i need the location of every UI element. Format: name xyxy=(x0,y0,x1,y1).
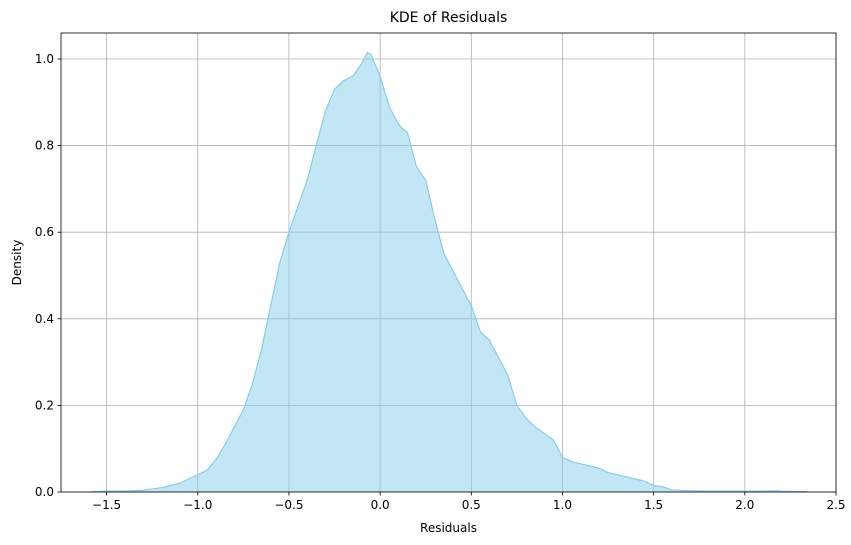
x-axis-label: Residuals xyxy=(420,521,477,535)
y-axis: 0.0 0.2 0.4 0.6 0.8 1.0 xyxy=(35,52,61,499)
x-tick-label: 0.5 xyxy=(462,498,481,512)
y-tick-label: 0.2 xyxy=(35,398,54,412)
x-tick-label: 2.5 xyxy=(826,498,845,512)
x-tick-label: 1.5 xyxy=(644,498,663,512)
density-area xyxy=(91,51,807,493)
y-tick-label: 0.6 xyxy=(35,225,54,239)
x-axis: −1.5 −1.0 −0.5 0.0 0.5 1.0 1.5 2.0 2.5 xyxy=(92,492,846,512)
density-fill xyxy=(92,52,807,493)
x-tick-label: 2.0 xyxy=(735,498,754,512)
plot-frame xyxy=(60,32,837,493)
y-tick-label: 0.8 xyxy=(35,139,54,153)
y-axis-label: Density xyxy=(10,240,24,286)
x-tick-label: 1.0 xyxy=(553,498,572,512)
x-tick-label: −1.0 xyxy=(183,498,212,512)
x-tick-label: 0.0 xyxy=(371,498,390,512)
y-tick-label: 1.0 xyxy=(35,52,54,66)
chart-title: KDE of Residuals xyxy=(390,10,508,26)
x-tick-label: −0.5 xyxy=(274,498,303,512)
y-tick-label: 0.0 xyxy=(35,485,54,499)
density-line xyxy=(91,51,807,493)
y-tick-label: 0.4 xyxy=(35,312,54,326)
x-tick-label: −1.5 xyxy=(92,498,121,512)
